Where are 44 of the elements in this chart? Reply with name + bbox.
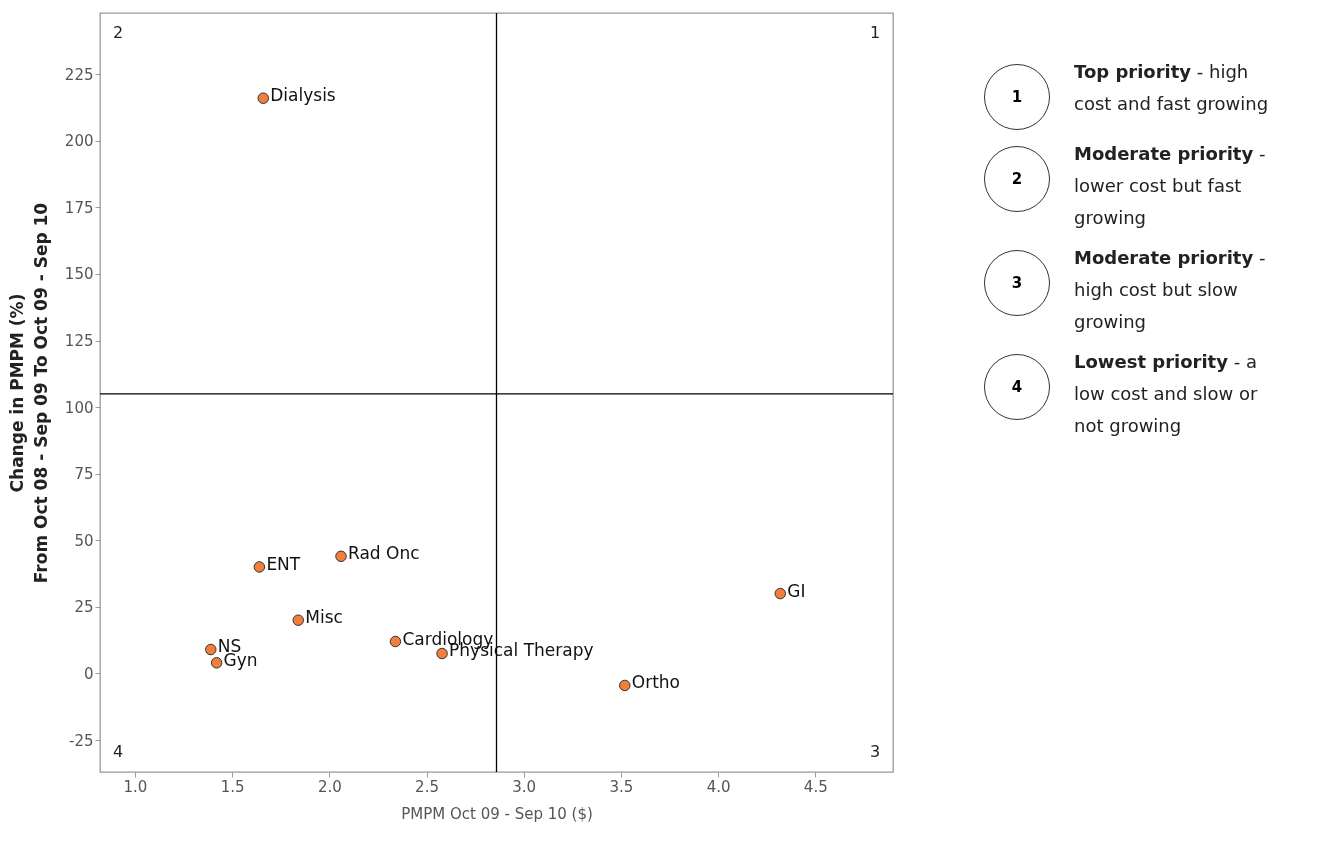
point: [335, 550, 347, 563]
series-label: Dialysis: [270, 85, 336, 106]
annotation: 1: [869, 23, 881, 42]
x-tick-label: 3.5: [609, 777, 634, 796]
y-tick-label: 100: [64, 398, 94, 417]
point: [210, 657, 223, 669]
y-tick-label: 225: [64, 65, 94, 84]
y-tick-label: 150: [64, 265, 94, 284]
y-tick-label: 200: [64, 132, 94, 151]
point: [619, 679, 631, 692]
x-tick-label: 4.5: [803, 777, 828, 796]
series-label: ENT: [266, 553, 301, 574]
x-tick-label: 1.0: [123, 777, 148, 796]
x-tick-label: 1.5: [220, 777, 245, 796]
text: Moderate priority - lower cost but fast growing: [1074, 142, 1267, 230]
y-tick-label: 0: [83, 664, 94, 683]
x-axis-title: PMPM Oct 09 - Sep 10 ($): [401, 804, 593, 823]
point: [205, 643, 217, 656]
annotation: 3: [869, 742, 881, 761]
point: [253, 561, 266, 573]
series-label: Ortho: [631, 672, 680, 693]
point: [257, 92, 270, 104]
x-tick-label: 4.0: [706, 777, 731, 796]
x-tick-label: 2.0: [317, 777, 342, 796]
annotation: 4: [112, 742, 124, 761]
series-label: Rad Onc: [348, 543, 420, 564]
y-axis-title: Change in PMPM (%) From Oct 08 - Sep 09 To Oct 09 - Sep 10: [6, 202, 51, 584]
y-tick-label: 25: [74, 598, 94, 617]
y-tick-label: -25: [69, 731, 94, 750]
x-tick-label: 2.5: [415, 777, 439, 796]
point: [292, 614, 304, 626]
text: Top priority - high cost and fast growing: [1074, 60, 1270, 116]
text: Lowest priority - a low cost and slow or not growing: [1074, 350, 1259, 438]
y-tick-label: 125: [64, 332, 94, 351]
annotation: 2: [112, 23, 124, 42]
y-tick-label: 75: [74, 465, 94, 484]
point: [389, 635, 402, 648]
y-tick-label: 50: [74, 531, 94, 550]
x-tick-label: 3.0: [512, 777, 537, 796]
point: [774, 587, 787, 600]
y-tick-label: 175: [64, 198, 94, 217]
series-label: GI: [787, 580, 806, 601]
series-label: Misc: [305, 607, 343, 628]
text: Moderate priority - high cost but slow growing: [1074, 247, 1266, 332]
